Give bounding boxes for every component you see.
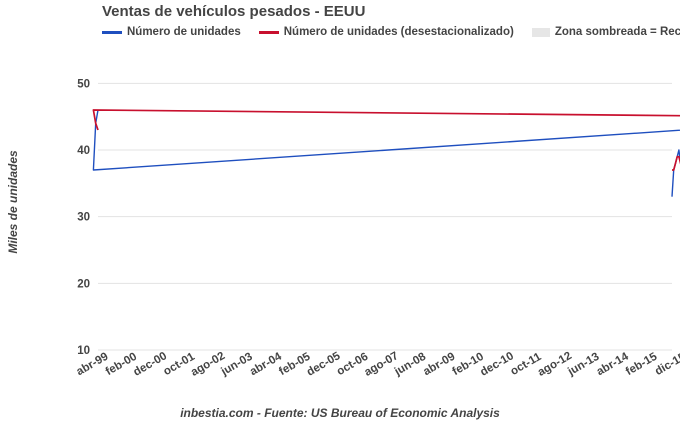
y-tick-label-40: 40 bbox=[77, 145, 90, 157]
x-tick-label-dic-15: dic-15 bbox=[653, 351, 680, 378]
legend-label-raw: Número de unidades bbox=[127, 26, 241, 38]
x-tick-label-ago-02: ago-02 bbox=[189, 350, 227, 379]
x-tick-label-dec-00: dec-00 bbox=[132, 350, 170, 379]
legend-label-recession: Zona sombreada = Recesión bbox=[554, 26, 680, 38]
x-tick-label-abr-09: abr-09 bbox=[421, 351, 457, 379]
y-tick-label-30: 30 bbox=[77, 212, 90, 224]
chart-title: Ventas de vehículos pesados - EEUU bbox=[102, 3, 366, 20]
x-tick-label-feb-15: feb-15 bbox=[624, 350, 660, 378]
x-tick-label-ago-12: ago-12 bbox=[536, 350, 574, 379]
legend-swatch-sa bbox=[258, 30, 279, 34]
legend-item-sa: Número de unidades (desestacionalizado) bbox=[258, 26, 514, 38]
y-tick-label-50: 50 bbox=[77, 78, 90, 90]
legend-item-recession: Zona sombreada = Recesión bbox=[531, 26, 680, 38]
x-tick-label-dec-10: dec-10 bbox=[478, 350, 516, 379]
legend-swatch-recession bbox=[531, 27, 550, 37]
y-tick-label-10: 10 bbox=[77, 345, 90, 357]
y-tick-label-20: 20 bbox=[77, 278, 90, 290]
legend-item-raw: Número de unidades bbox=[102, 26, 241, 38]
series-line-2 bbox=[92, 109, 680, 171]
legend-swatch-raw bbox=[102, 30, 122, 34]
legend-label-sa: Número de unidades (desestacionalizado) bbox=[283, 26, 514, 38]
x-tick-label-dec-05: dec-05 bbox=[305, 350, 343, 379]
source-note: inbestia.com - Fuente: US Bureau of Econ… bbox=[180, 406, 500, 420]
x-tick-label-ago-07: ago-07 bbox=[362, 350, 400, 379]
chart-legend: Número de unidades Número de unidades (d… bbox=[102, 24, 680, 40]
x-tick-label-abr-14: abr-14 bbox=[595, 350, 631, 378]
x-tick-label-jun-08: jun-08 bbox=[392, 350, 429, 378]
x-tick-label-abr-04: abr-04 bbox=[248, 350, 284, 378]
